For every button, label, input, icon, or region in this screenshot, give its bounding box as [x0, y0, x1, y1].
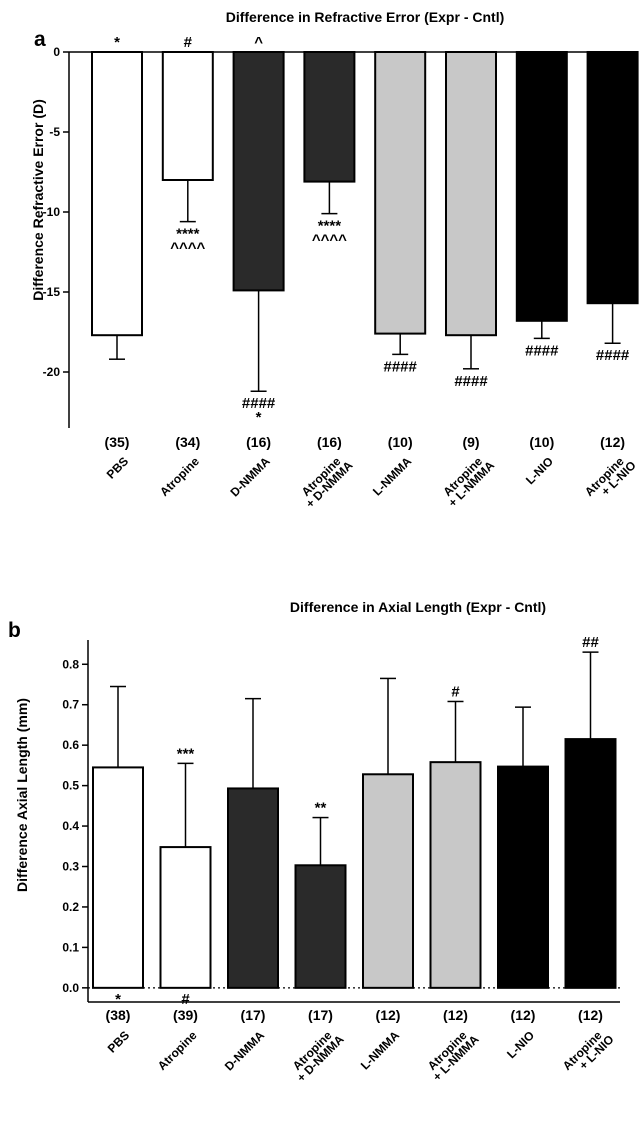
- panel-b-y-tick-label: 0.7: [62, 698, 79, 712]
- panel-a-n-label: (16): [317, 434, 342, 450]
- panel-a-n-label: (10): [388, 434, 413, 450]
- panel-a-category-label: Atropine: [157, 454, 202, 499]
- panel-b-significance-base: #: [181, 991, 190, 1008]
- panel-a-y-tick-label: -20: [43, 365, 61, 379]
- panel-b-n-label: (38): [106, 1007, 131, 1023]
- panel-a-bar: [232, 51, 285, 292]
- panel-a-n-label: (16): [246, 434, 271, 450]
- panel-b-chart: Difference in Axial Length (Expr - Cntl)…: [8, 599, 620, 1085]
- panel-b-bar: [294, 864, 347, 989]
- panel-b-y-tick-label: 0.6: [62, 738, 79, 752]
- panel-b-significance-top: #: [451, 683, 460, 700]
- panel-b-label: b: [8, 619, 21, 642]
- panel-a-significance-bottom: ####: [596, 347, 630, 364]
- panel-b-n-label: (17): [308, 1007, 333, 1023]
- panel-b-bar: [362, 773, 414, 989]
- panel-a-significance-bottom: *: [256, 409, 262, 426]
- panel-b-y-tick-label: 0.5: [62, 779, 79, 793]
- panel-b-n-label: (12): [376, 1007, 401, 1023]
- panel-b-bar: [159, 846, 212, 989]
- panel-b-y-tick-label: 0.8: [62, 657, 79, 671]
- panel-a-n-label: (34): [175, 434, 200, 450]
- panel-a-y-tick-label: -15: [43, 285, 61, 299]
- panel-a-significance-bottom: ####: [454, 373, 488, 390]
- panel-b-n-label: (12): [443, 1007, 468, 1023]
- panel-a-n-label: (9): [462, 434, 479, 450]
- panel-b-y-tick-label: 0.0: [62, 981, 79, 995]
- panel-a-y-tick-label: -10: [43, 205, 61, 219]
- panel-a-significance-bottom: ####: [242, 395, 276, 412]
- panel-b-y-tick-label: 0.2: [62, 900, 79, 914]
- panel-a-bar: [515, 51, 568, 322]
- panel-a-bar: [161, 51, 214, 181]
- panel-a-bar: [303, 51, 356, 183]
- panel-a-significance-bottom: ^^^^: [170, 240, 205, 257]
- panel-b-n-label: (12): [578, 1007, 603, 1023]
- panel-a-n-label: (10): [529, 434, 554, 450]
- panel-a-significance-bottom: ****: [176, 226, 200, 243]
- panel-b-category-label: Atropine: [155, 1028, 200, 1073]
- panel-a-category-label: D-NMMA: [227, 454, 272, 499]
- panel-b-n-label: (39): [173, 1007, 198, 1023]
- panel-a-significance-bottom: ****: [318, 218, 342, 235]
- panel-a-significance-bottom: ^^^^: [312, 232, 347, 249]
- panel-b-category-label: D-NMMA: [222, 1028, 267, 1073]
- panel-b-y-tick-label: 0.1: [62, 940, 79, 954]
- panel-b-category-label: L-NIO: [504, 1028, 537, 1061]
- panel-a-significance-top: *: [114, 34, 120, 51]
- panel-b-significance-top: **: [315, 800, 327, 817]
- panel-a-label: a: [34, 28, 46, 51]
- panel-b-title: Difference in Axial Length (Expr - Cntl): [290, 599, 546, 615]
- panel-a-n-label: (35): [105, 434, 130, 450]
- panel-a-chart: Difference in Refractive Error (Expr - C…: [30, 9, 639, 511]
- panel-b-bar: [227, 787, 279, 989]
- panel-b-category-label: PBS: [105, 1028, 132, 1055]
- panel-a-bar: [91, 51, 143, 337]
- panel-a-y-tick-label: 0: [53, 45, 60, 59]
- panel-a-bar: [586, 51, 639, 305]
- panel-b-significance-top: ##: [582, 634, 599, 651]
- panel-a-y-axis-label: Difference Refractive Error (D): [30, 99, 46, 301]
- panel-a-category-label: PBS: [104, 454, 131, 481]
- panel-a-y-tick-label: -5: [49, 125, 60, 139]
- panel-b-bar: [564, 738, 617, 989]
- panel-a-significance-bottom: ####: [525, 342, 559, 359]
- panel-b-n-label: (17): [241, 1007, 266, 1023]
- panel-a-bar: [374, 51, 427, 335]
- panel-a-category-label: L-NIO: [523, 454, 556, 487]
- panel-a-bar: [445, 51, 497, 337]
- panel-b-bar: [92, 766, 144, 989]
- panel-b-significance-top: ***: [177, 745, 195, 762]
- panel-b-significance-base: *: [115, 991, 121, 1008]
- panel-a-category-label: L-NMMA: [370, 454, 415, 499]
- panel-a-n-label: (12): [600, 434, 625, 450]
- panel-a-significance-top: ^: [254, 34, 263, 51]
- panel-b-bar: [497, 765, 549, 989]
- panel-b-y-tick-label: 0.4: [62, 819, 79, 833]
- panel-a-significance-top: #: [184, 34, 193, 51]
- panel-b-bar: [429, 761, 482, 989]
- panel-a-significance-bottom: ####: [384, 358, 418, 375]
- panel-b-y-tick-label: 0.3: [62, 860, 79, 874]
- panel-b-y-axis-label: Difference Axial Length (mm): [14, 698, 30, 892]
- panel-a-title: Difference in Refractive Error (Expr - C…: [226, 9, 505, 25]
- panel-b-n-label: (12): [511, 1007, 536, 1023]
- panel-b-category-label: L-NMMA: [358, 1028, 403, 1073]
